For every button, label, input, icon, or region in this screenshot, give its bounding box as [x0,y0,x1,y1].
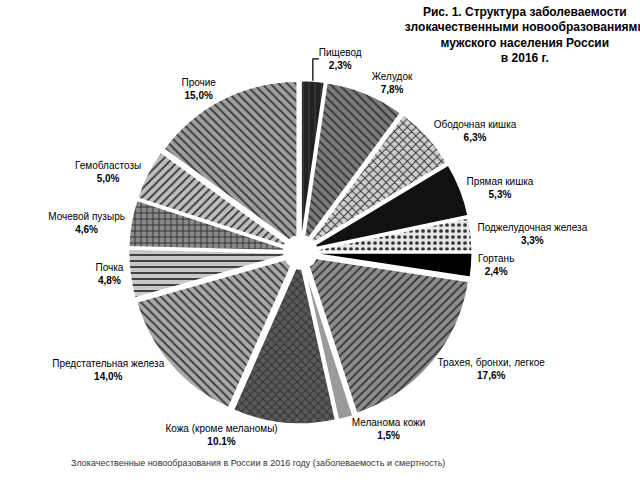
svg-text:Прочие15,0%: Прочие15,0% [181,77,216,101]
svg-text:Рис. 1. Структура заболеваемос: Рис. 1. Структура заболеваемостизлокачес… [405,5,640,66]
svg-text:Трахея, бронхи, легкое17,6%: Трахея, бронхи, легкое17,6% [438,357,546,381]
svg-text:Кожа (кроме меланомы)10.1%: Кожа (кроме меланомы)10.1% [165,423,277,447]
svg-text:Меланома кожи1,5%: Меланома кожи1,5% [352,417,426,441]
svg-text:Поджелудочная железа3,3%: Поджелудочная железа3,3% [477,222,587,246]
svg-text:Злокачественные новообразовани: Злокачественные новообразования в России… [71,458,445,468]
svg-text:Прямая кишка5,3%: Прямая кишка5,3% [467,176,534,200]
svg-text:Ободочная кишка6,3%: Ободочная кишка6,3% [434,119,517,143]
svg-text:Мочевой пузырь4,6%: Мочевой пузырь4,6% [48,211,125,235]
svg-text:Почка4,8%: Почка4,8% [95,262,123,286]
svg-text:Гемобластозы5,0%: Гемобластозы5,0% [75,160,141,184]
svg-text:Гортань2,4%: Гортань2,4% [478,253,514,277]
svg-text:Предстательная железа14,0%: Предстательная железа14,0% [52,358,164,382]
svg-text:Желудок7,8%: Желудок7,8% [372,71,413,95]
svg-text:Пищевод2,3%: Пищевод2,3% [319,47,362,71]
